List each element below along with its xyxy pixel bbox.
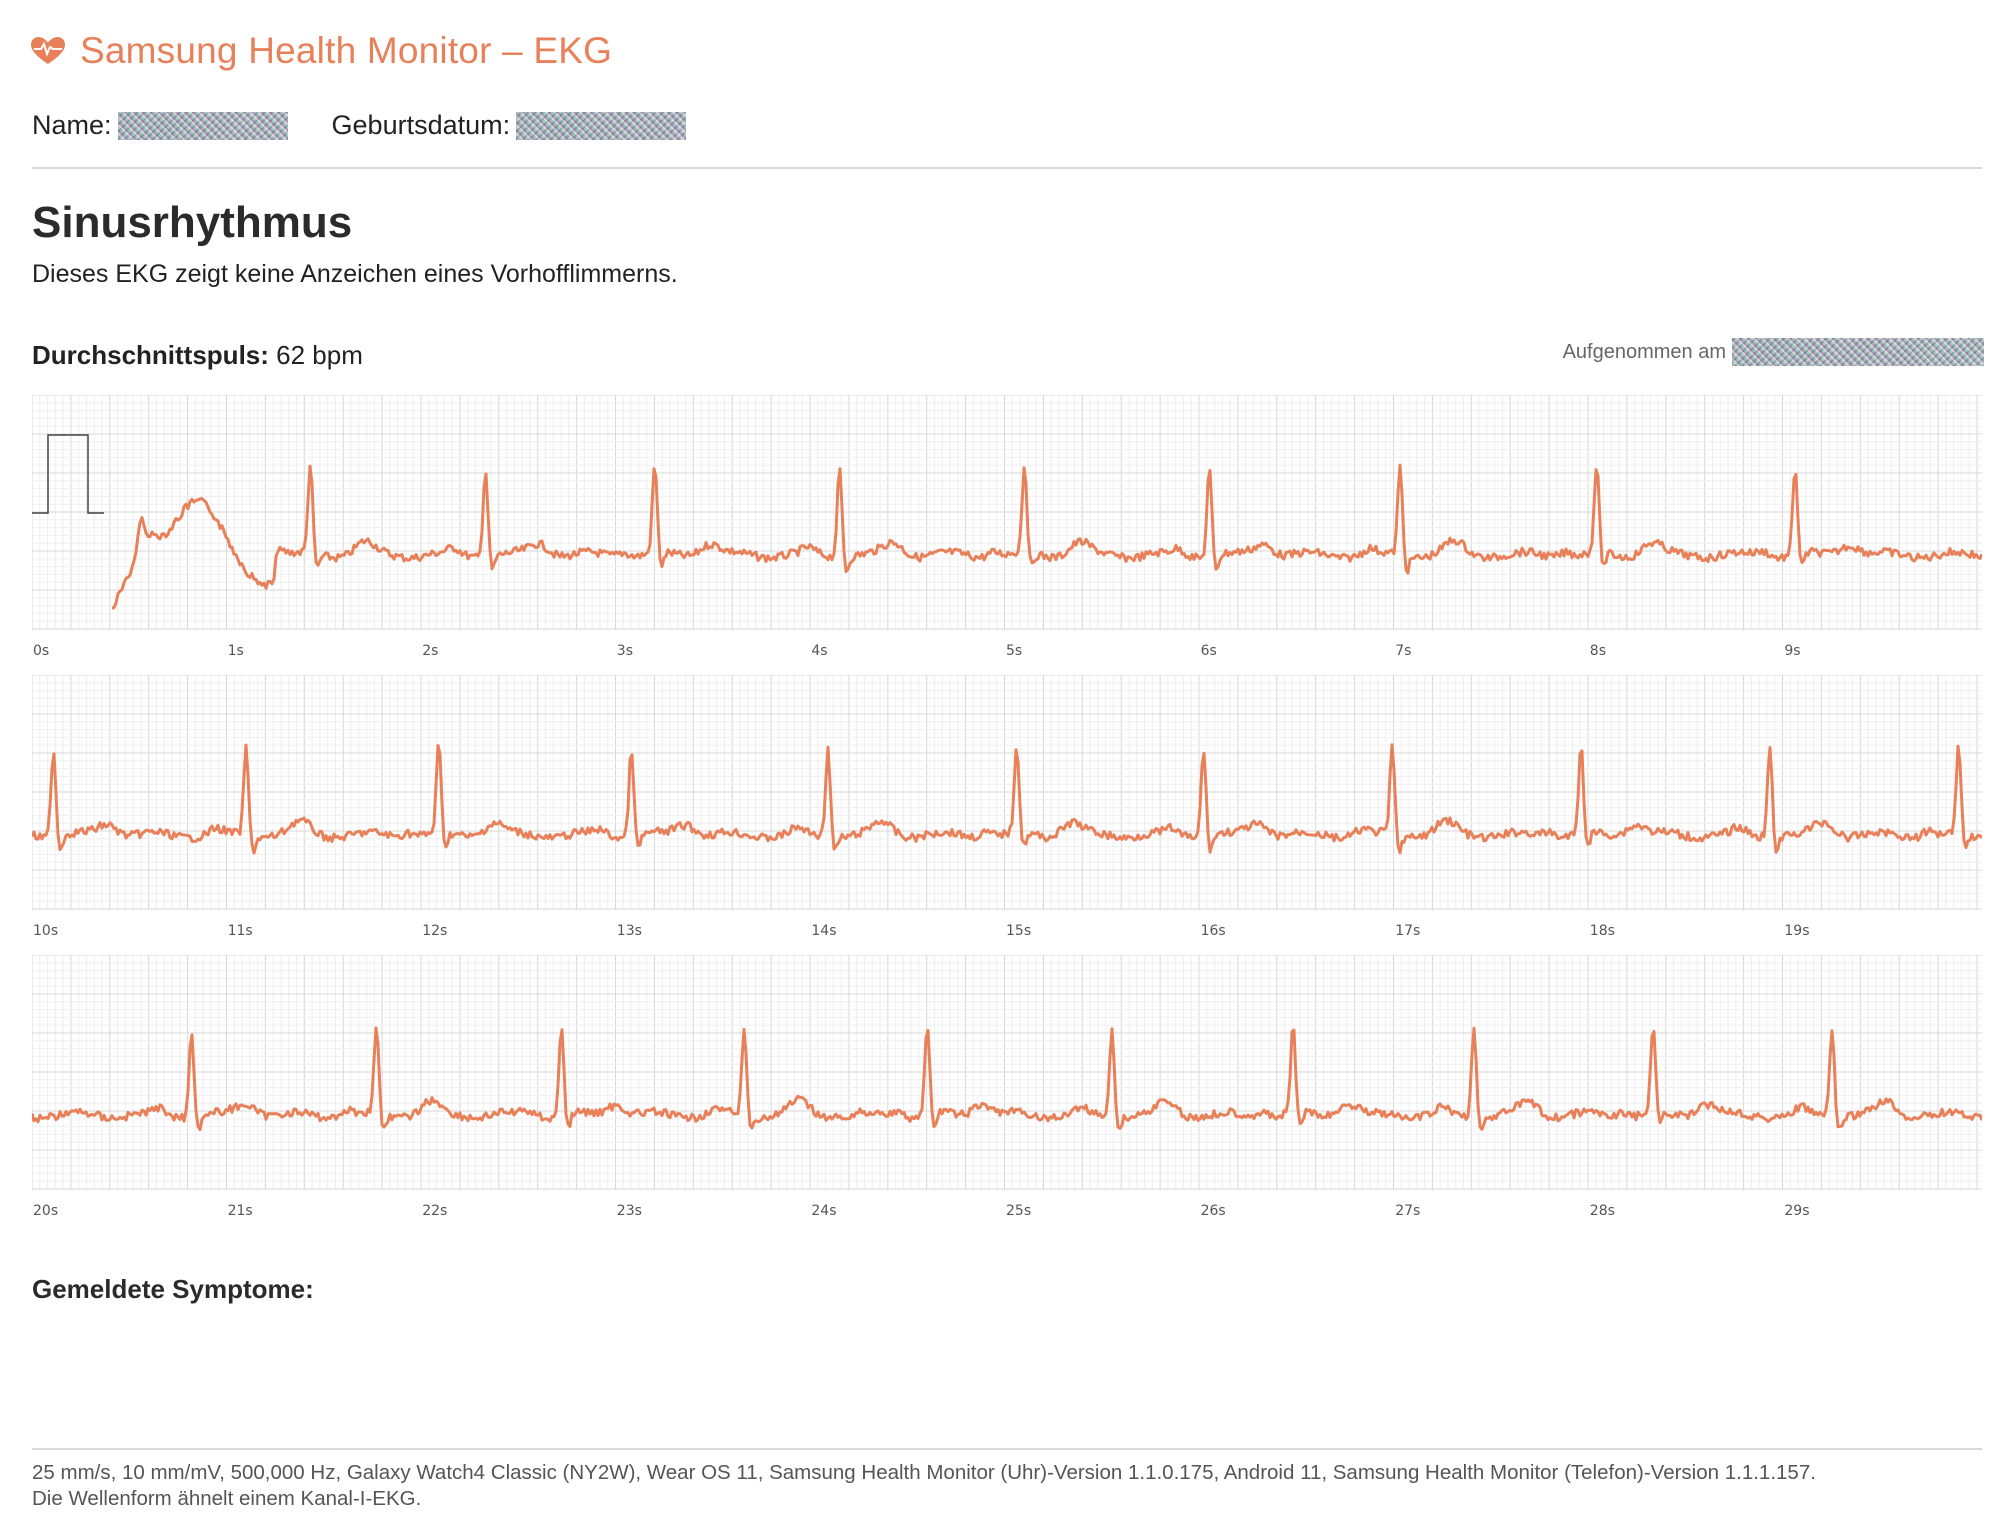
time-tick-label: 16s (1201, 923, 1226, 939)
time-tick-label: 2s (422, 643, 438, 659)
header-divider (32, 167, 1982, 169)
time-tick-label: 12s (422, 923, 447, 939)
time-tick-label: 23s (617, 1203, 642, 1219)
recorded-label: Aufgenommen am (1562, 340, 1726, 363)
name-label: Name: (32, 110, 112, 140)
time-tick-label: 26s (1201, 1203, 1226, 1219)
time-tick-label: 22s (422, 1203, 447, 1219)
heart-icon (31, 37, 65, 64)
name-redacted (117, 111, 288, 140)
time-tick-label: 5s (1006, 643, 1022, 659)
time-tick-label: 10s (33, 923, 58, 939)
time-tick-label: 24s (811, 1203, 836, 1219)
heart-rate-label: Durchschnittspuls: (32, 340, 269, 370)
ecg-waveform (32, 1026, 1982, 1132)
time-tick-label: 17s (1395, 923, 1420, 939)
time-tick-label: 0s (33, 643, 49, 659)
ecg-grid (32, 395, 1982, 630)
ecg-grid (32, 675, 1982, 910)
time-tick-label: 15s (1006, 923, 1031, 939)
time-tick-label: 6s (1201, 643, 1217, 659)
device-info-line-1: 25 mm/s, 10 mm/mV, 500,000 Hz, Galaxy Wa… (32, 1461, 1816, 1484)
symptoms-label: Gemeldete Symptome: (32, 1274, 314, 1304)
heart-rate-value: 62 bpm (276, 340, 363, 370)
ecg-strip-2: 10s 11s 12s 13s 14s 15s 16s 17s 18s 19s (32, 675, 1982, 947)
birthdate-label: Geburtsdatum: (331, 110, 511, 140)
time-tick-label: 19s (1784, 923, 1809, 939)
recorded-at: Aufgenommen am (1563, 338, 1984, 366)
time-tick-label: 25s (1006, 1203, 1031, 1219)
time-tick-label: 13s (617, 923, 642, 939)
time-tick-label: 27s (1395, 1203, 1420, 1219)
time-tick-label: 11s (228, 923, 253, 939)
ecg-grid (32, 955, 1982, 1190)
birthdate-redacted (516, 111, 687, 140)
ecg-strip-2-svg: 10s 11s 12s 13s 14s 15s 16s 17s 18s 19s (32, 675, 1982, 939)
average-heart-rate: Durchschnittspuls: 62 bpm (32, 340, 363, 371)
time-tick-label: 18s (1590, 923, 1615, 939)
time-tick-label: 7s (1395, 643, 1411, 659)
time-tick-label: 21s (228, 1203, 253, 1219)
calibration-pulse (32, 434, 104, 514)
time-tick-label: 14s (811, 923, 836, 939)
result-title: Sinusrhythmus (32, 198, 353, 247)
time-tick-label: 20s (33, 1203, 58, 1219)
ecg-waveform (111, 463, 1982, 610)
ecg-waveform (32, 743, 1982, 855)
app-header: Samsung Health Monitor – EKG (30, 30, 612, 72)
device-info-line-2: Die Wellenform ähnelt einem Kanal-I-EKG. (32, 1487, 422, 1510)
result-description: Dieses EKG zeigt keine Anzeichen eines V… (32, 260, 678, 288)
time-tick-label: 8s (1590, 643, 1606, 659)
patient-info: Name: Geburtsdatum: (32, 110, 687, 141)
time-tick-label: 4s (811, 643, 827, 659)
time-tick-label: 1s (228, 643, 244, 659)
time-tick-label: 9s (1784, 643, 1800, 659)
recorded-date-redacted (1732, 338, 1984, 366)
app-title: Samsung Health Monitor – EKG (80, 30, 613, 71)
ecg-strip-1-svg: 0s 1s 2s 3s 4s 5s 6s 7s 8s 9s (32, 395, 1982, 659)
ecg-strip-3-svg: 20s 21s 22s 23s 24s 25s 26s 27s 28s 29s (32, 955, 1982, 1219)
footer-divider (32, 1448, 1982, 1450)
time-tick-label: 28s (1590, 1203, 1615, 1219)
device-info: 25 mm/s, 10 mm/mV, 500,000 Hz, Galaxy Wa… (32, 1460, 1816, 1512)
time-tick-label: 29s (1784, 1203, 1809, 1219)
time-tick-label: 3s (617, 643, 633, 659)
ecg-strip-3: 20s 21s 22s 23s 24s 25s 26s 27s 28s 29s (32, 955, 1982, 1227)
ecg-strip-1: 0s 1s 2s 3s 4s 5s 6s 7s 8s 9s (32, 395, 1982, 667)
